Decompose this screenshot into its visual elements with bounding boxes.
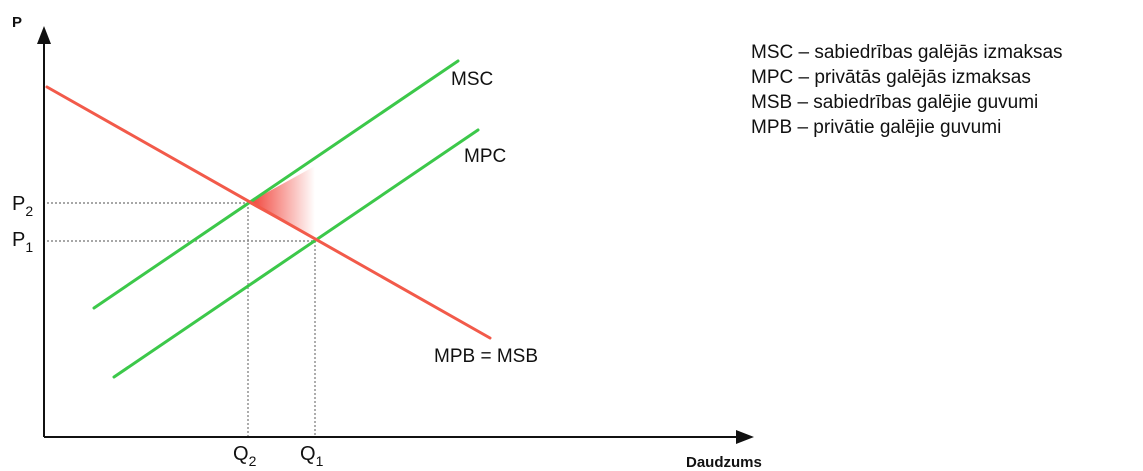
legend-item-mpc: MPC – privātās galējās izmaksas	[751, 67, 1031, 88]
x-axis-arrow-icon	[736, 430, 754, 444]
mpc-label: MPC	[464, 146, 506, 167]
axes	[43, 38, 740, 438]
y-axis-arrow-icon	[37, 26, 51, 44]
p2-tick-label: P2	[12, 193, 33, 219]
q1-tick-label: Q1	[300, 443, 324, 469]
mpc-curve	[112, 128, 480, 379]
msc-curve	[92, 59, 460, 310]
legend-item-msb: MSB – sabiedrības galējie guvumi	[751, 92, 1039, 113]
mpb-msb-curve	[45, 85, 492, 340]
q2-tick-label: Q2	[233, 443, 257, 469]
x-axis-label: Daudzums	[686, 454, 762, 471]
legend: MSC – sabiedrības galējās izmaksas MPC –…	[751, 40, 1063, 140]
guide-lines	[47, 202, 316, 437]
mpb-msb-label: MPB = MSB	[434, 346, 538, 367]
y-axis-label: P	[12, 14, 22, 31]
msc-label: MSC	[451, 69, 493, 90]
deadweight-loss-triangle	[248, 166, 315, 240]
p1-tick-label: P1	[12, 229, 33, 255]
legend-item-mpb: MPB – privātie galējie guvumi	[751, 117, 1002, 138]
legend-item-msc: MSC – sabiedrības galējās izmaksas	[751, 42, 1063, 63]
